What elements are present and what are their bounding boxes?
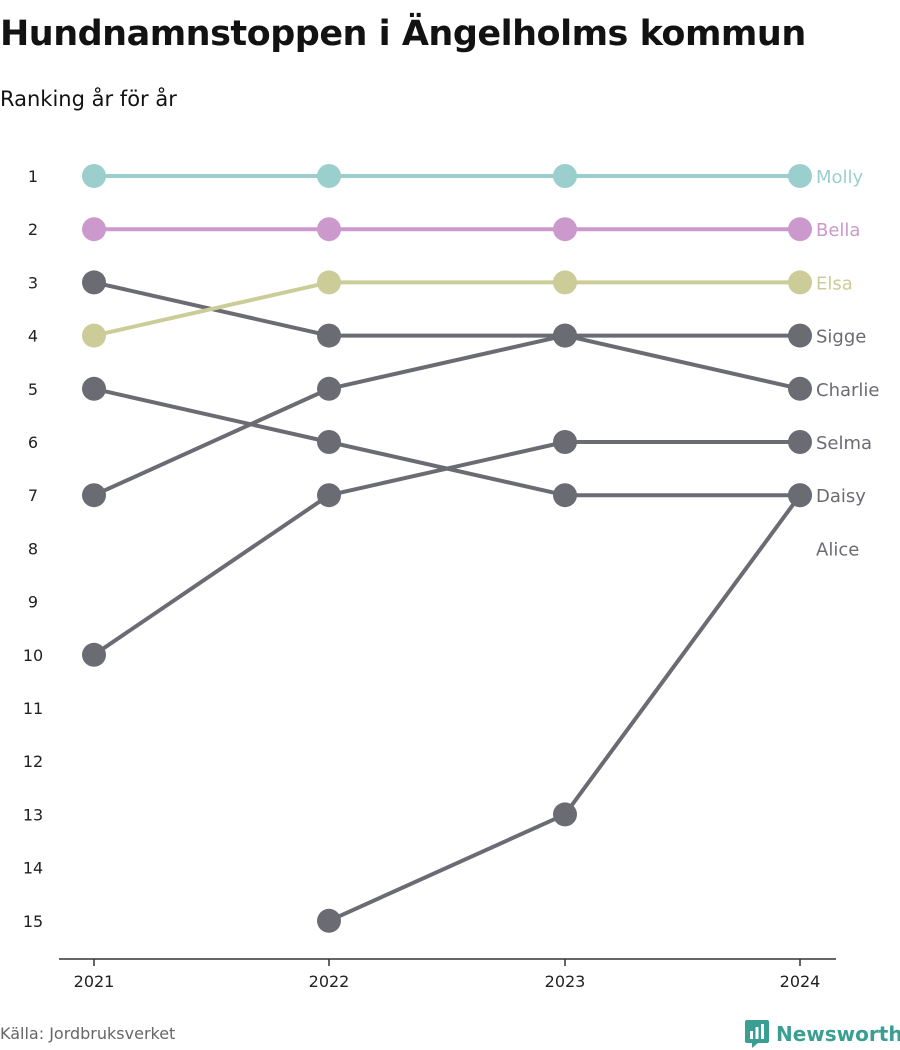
y-tick-label: 8 bbox=[28, 539, 38, 558]
data-point-elsa bbox=[82, 323, 106, 348]
y-tick-label: 5 bbox=[28, 380, 38, 399]
data-point-molly bbox=[553, 164, 577, 188]
series-label-molly: Molly bbox=[816, 167, 864, 188]
y-tick-label: 15 bbox=[23, 912, 43, 931]
x-tick-label: 2021 bbox=[74, 972, 115, 991]
data-point-molly bbox=[82, 164, 106, 188]
data-point-sigge bbox=[788, 323, 812, 348]
data-point-daisy bbox=[82, 376, 106, 401]
source-note: Källa: Jordbruksverket bbox=[0, 1024, 176, 1043]
series-points bbox=[82, 164, 812, 933]
chart-title: Hundnamnstoppen i Ängelholms kommun bbox=[0, 14, 806, 54]
series-line-selma bbox=[92, 440, 800, 657]
data-point-bella bbox=[553, 217, 577, 242]
y-tick-label: 10 bbox=[23, 646, 43, 665]
series-labels: Molly Bella Elsa Sigge Charlie Selma Daisy Alic… bbox=[816, 167, 879, 560]
data-point-selma bbox=[788, 430, 812, 454]
data-point-molly bbox=[317, 164, 341, 188]
data-point-charlie bbox=[788, 376, 812, 401]
series-label-daisy: Daisy bbox=[816, 486, 866, 507]
y-tick-label: 7 bbox=[28, 486, 38, 505]
data-point-charlie bbox=[553, 323, 577, 348]
series-line-daisy bbox=[93, 386, 800, 498]
series-lines bbox=[92, 174, 802, 923]
y-tick-label: 13 bbox=[23, 805, 43, 824]
data-point-charlie bbox=[82, 270, 106, 295]
y-tick-label: 9 bbox=[28, 593, 38, 612]
series-label-charlie: Charlie bbox=[816, 380, 879, 401]
x-tick-label: 2023 bbox=[545, 972, 586, 991]
y-tick-label: 2 bbox=[28, 220, 38, 239]
y-tick-label: 4 bbox=[28, 327, 38, 346]
newsworthy-logo-icon bbox=[745, 1020, 769, 1048]
newsworthy-logo-text: Newsworthy bbox=[776, 1022, 900, 1046]
series-line-sigge bbox=[93, 333, 800, 498]
data-point-sigge bbox=[317, 376, 341, 401]
series-label-elsa: Elsa bbox=[816, 273, 853, 294]
x-tick-label: 2022 bbox=[309, 972, 350, 991]
y-tick-label: 12 bbox=[23, 752, 43, 771]
data-point-elsa bbox=[788, 270, 812, 295]
data-point-elsa bbox=[317, 270, 341, 295]
series-label-selma: Selma bbox=[816, 433, 872, 454]
data-point-selma bbox=[553, 430, 577, 454]
y-tick-label: 6 bbox=[28, 433, 38, 452]
data-point-charlie bbox=[317, 323, 341, 348]
data-point-alice bbox=[788, 483, 812, 508]
data-point-alice bbox=[317, 908, 341, 933]
series-line-alice bbox=[328, 494, 802, 923]
newsworthy-logo: Newsworthy bbox=[744, 1019, 900, 1049]
x-axis: 2021 2022 2023 2024 bbox=[59, 958, 836, 991]
data-point-selma bbox=[82, 642, 106, 667]
series-label-sigge: Sigge bbox=[816, 327, 866, 348]
y-tick-label: 1 bbox=[28, 167, 38, 186]
data-point-daisy bbox=[317, 430, 341, 454]
y-tick-label: 14 bbox=[23, 859, 43, 878]
x-tick-label: 2024 bbox=[780, 972, 821, 991]
data-point-sigge bbox=[82, 483, 106, 508]
data-point-bella bbox=[788, 217, 812, 242]
data-point-molly bbox=[788, 164, 812, 188]
chart-subtitle: Ranking år för år bbox=[0, 87, 177, 111]
y-tick-label: 3 bbox=[28, 273, 38, 292]
series-line-elsa bbox=[93, 280, 800, 338]
y-tick-label: 11 bbox=[23, 699, 43, 718]
data-point-elsa bbox=[553, 270, 577, 295]
data-point-bella bbox=[82, 217, 106, 242]
series-label-alice: Alice bbox=[816, 539, 859, 560]
data-point-daisy bbox=[553, 483, 577, 508]
data-point-selma bbox=[317, 483, 341, 508]
series-label-bella: Bella bbox=[816, 220, 860, 241]
data-point-bella bbox=[317, 217, 341, 242]
data-point-alice bbox=[553, 802, 577, 827]
